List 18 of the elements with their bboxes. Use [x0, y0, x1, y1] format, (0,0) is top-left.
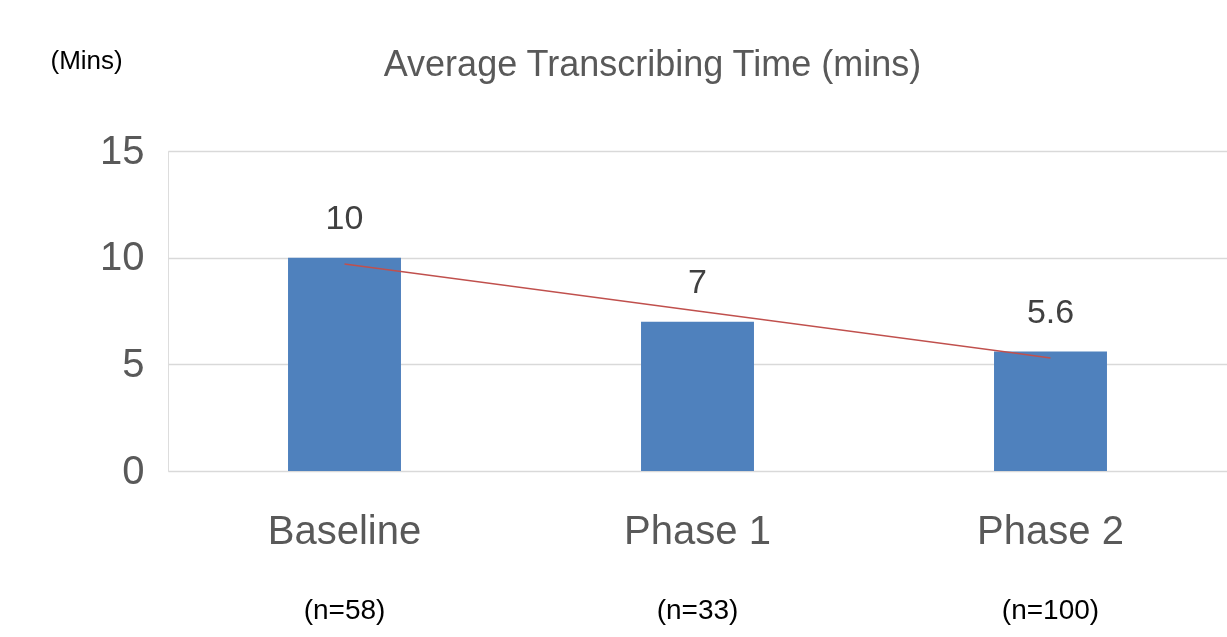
y-tick-label: 15	[100, 127, 145, 172]
y-tick-label: 0	[122, 447, 145, 492]
bar	[994, 351, 1107, 471]
data-label: 7	[688, 261, 707, 300]
y-axis-title: (Mins)	[50, 44, 123, 75]
x-tick-label: Phase 1	[624, 507, 771, 552]
y-tick-label: 10	[100, 234, 145, 279]
x-tick-label: Baseline	[267, 507, 422, 552]
x-tick-label: Phase 2	[977, 507, 1124, 552]
text: (n=100)	[1001, 594, 1100, 625]
text: (n=33)	[656, 594, 739, 625]
text: (n=58)	[303, 594, 386, 625]
bar	[288, 257, 401, 471]
chart-title: Average Transcribing Time (mins)	[383, 43, 922, 84]
bar	[641, 321, 754, 471]
y-tick-label: 5	[122, 340, 145, 385]
data-label: 5.6	[1026, 291, 1075, 330]
data-label: 10	[325, 197, 364, 236]
